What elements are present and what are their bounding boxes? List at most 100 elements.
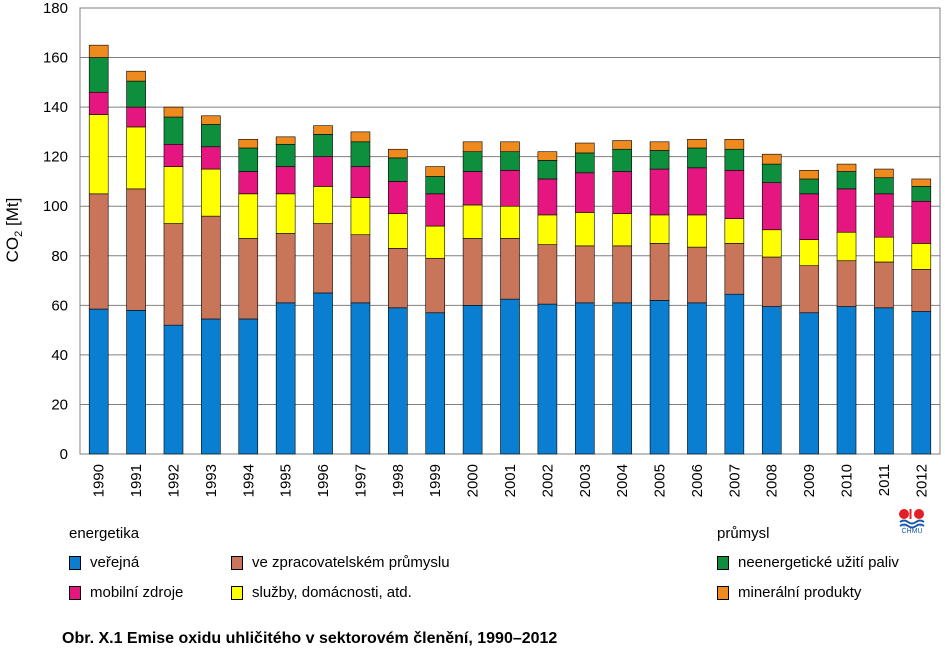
bar-segment-2009-5 (799, 169, 819, 180)
bar-segment-1992-0 (163, 324, 184, 455)
chmu-logo-text: ČHMÚ (901, 528, 923, 535)
bar-segment-2001-2 (500, 205, 520, 239)
x-tick-label: 1996 (315, 464, 332, 497)
x-tick-label: 1992 (165, 464, 182, 497)
bar-segment-2008-5 (761, 153, 782, 165)
bar-segment-2004-2 (612, 213, 632, 247)
x-tick-labels: 1990 1991 1992 1993 1994 1995 1996 1997 1998 1999… (91, 464, 931, 497)
bar-segment-2003-2 (574, 212, 595, 247)
bar-segment-2005-1 (649, 243, 670, 301)
bar-segment-2001-4 (500, 151, 520, 171)
bar-segment-2011-1 (874, 261, 894, 309)
bar-segment-2002-4 (537, 160, 558, 180)
bar-segment-2000-1 (462, 238, 483, 306)
bar-segment-2012-3 (911, 200, 932, 244)
bar-segment-1990-0 (88, 308, 109, 455)
bar-segment-2010-0 (836, 306, 857, 455)
legend-energetika-title: energetika (69, 525, 140, 542)
bar-segment-2003-5 (574, 142, 595, 154)
bar-segment-1996-4 (313, 134, 333, 157)
figure-caption: Obr. X.1 Emise oxidu uhličitého v sektor… (62, 630, 558, 647)
bar-segment-1996-1 (313, 223, 333, 294)
bar-segment-2001-0 (500, 298, 520, 455)
bar-segment-1997-5 (350, 131, 371, 143)
legend-swatch-zpracovatelsky (231, 555, 243, 570)
legend-item-mineralni: minerální produkty (717, 584, 861, 601)
bar-segment-1991-4 (126, 80, 146, 108)
bar-segment-1999-5 (425, 166, 446, 177)
y-tick-label: 60 (51, 297, 68, 314)
bar-segment-2005-0 (649, 300, 670, 455)
bar-segment-1992-5 (163, 106, 184, 118)
bar-segment-1998-3 (388, 181, 408, 214)
bar-segment-2007-3 (724, 169, 745, 219)
bar-segment-2009-1 (799, 265, 819, 314)
chmu-logo-mark (899, 509, 925, 529)
x-tick-label: 1994 (240, 464, 257, 497)
bar-segment-2012-1 (911, 269, 932, 312)
bar-segment-1991-5 (126, 70, 146, 82)
bar-segment-1990-1 (88, 193, 109, 310)
bar-segment-1992-1 (163, 223, 184, 326)
bar-segment-1992-2 (163, 166, 184, 224)
x-tick-label: 2000 (465, 464, 482, 497)
bar-segment-2003-3 (574, 172, 595, 213)
bar-segment-1995-4 (275, 143, 296, 167)
bar-segment-1990-5 (88, 44, 109, 58)
bar-segment-2006-4 (687, 147, 707, 169)
bar-segment-2012-4 (911, 186, 932, 202)
bar-segment-1996-5 (313, 125, 333, 135)
y-tick-label: 180 (43, 0, 68, 17)
bar-segment-1998-5 (388, 148, 408, 159)
bar-segment-1995-1 (275, 233, 296, 304)
bar-segment-1998-4 (388, 157, 408, 182)
x-tick-label: 2005 (652, 464, 669, 497)
bar-segment-2010-3 (836, 188, 857, 233)
bar-segment-2000-4 (462, 151, 483, 172)
bar-segment-2009-4 (799, 178, 819, 195)
bar-segment-2004-1 (612, 245, 632, 304)
legend-label-mobilni: mobilní zdroje (90, 584, 184, 601)
bar-segment-2011-2 (874, 236, 894, 263)
bar-segment-1996-0 (313, 292, 333, 455)
x-tick-label: 2004 (614, 464, 631, 497)
legend-label-verejna: veřejná (90, 554, 140, 571)
legend-label-mineralni: minerální produkty (738, 584, 862, 601)
bar-segment-2010-1 (836, 260, 857, 307)
x-tick-label: 1991 (128, 464, 145, 497)
bar-segment-2012-5 (911, 178, 932, 187)
x-tick-label: 1990 (91, 464, 108, 497)
bar-segment-2011-5 (874, 168, 894, 179)
bar-segment-2009-3 (799, 193, 819, 240)
bar-segment-2010-4 (836, 171, 857, 190)
bar-segment-1998-1 (388, 248, 408, 309)
bar-segment-1997-0 (350, 302, 371, 455)
bar-segment-2008-0 (761, 306, 782, 455)
bar-segment-2005-4 (649, 150, 670, 170)
bar-segment-2000-0 (462, 305, 483, 455)
bar-segment-2004-0 (612, 302, 632, 455)
x-tick-label: 2002 (539, 464, 556, 497)
x-tick-label: 1997 (352, 464, 369, 497)
bar-segment-2003-4 (574, 152, 595, 174)
bar-segment-1995-3 (275, 166, 296, 195)
legend-swatch-verejna (69, 555, 81, 570)
bar-segment-1997-3 (350, 166, 371, 198)
bar-segment-2006-1 (687, 246, 707, 304)
bar-segment-1993-5 (201, 115, 221, 125)
x-tick-label: 2006 (689, 464, 706, 497)
bar-segment-2003-0 (574, 302, 595, 455)
bar-segment-1997-1 (350, 234, 371, 304)
x-tick-label: 2001 (502, 464, 519, 497)
bar-segment-1998-2 (388, 213, 408, 249)
bar-segment-1997-4 (350, 141, 371, 167)
legend-item-neenergeticke: neenergetické užití paliv (717, 554, 899, 571)
bar-segment-2009-0 (799, 312, 819, 455)
bar-segment-1994-2 (238, 193, 259, 239)
y-tick-label: 0 (60, 446, 68, 463)
bar-segment-1995-0 (275, 302, 296, 455)
bar-segment-1993-4 (201, 124, 221, 148)
bar-segment-1991-3 (126, 106, 146, 128)
bar-segment-2005-5 (649, 141, 670, 151)
bar-segment-2005-2 (649, 214, 670, 244)
